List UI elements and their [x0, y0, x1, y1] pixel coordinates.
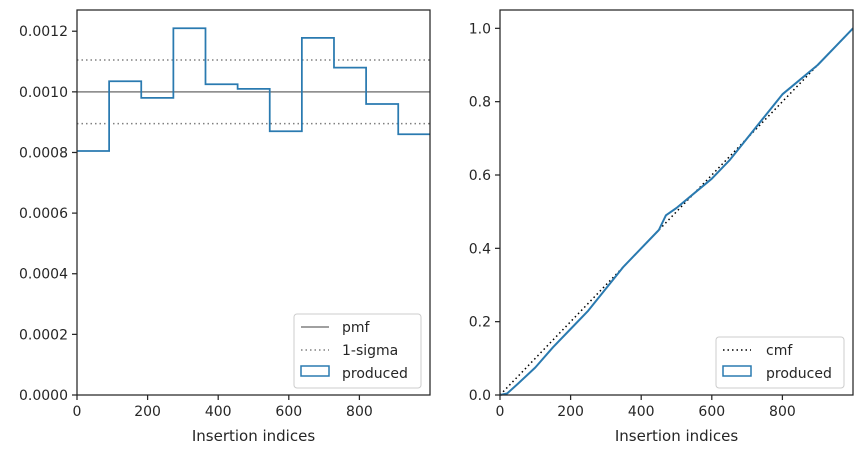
cmf-x-tick-label: 0	[496, 404, 505, 420]
cmf-y-tick-label: 0.2	[469, 315, 491, 331]
legend-label-produced: produced	[766, 366, 832, 382]
cmf-plot-area	[499, 27, 854, 396]
cmf-x-tick-label: 600	[698, 404, 725, 420]
pmf-x-tick-label: 800	[346, 404, 373, 420]
cmf-y-tick-label: 0.4	[469, 241, 491, 257]
cmf-x-tick-label: 200	[557, 404, 584, 420]
produced-histogram-step	[77, 27, 430, 152]
pmf-x-tick-label: 0	[73, 404, 82, 420]
cmf-x-tick-label: 800	[769, 404, 796, 420]
cmf-legend-swatch-produced	[722, 365, 752, 377]
pmf-y-tick-label: 0.0002	[19, 327, 68, 343]
legend-label-cmf: cmf	[766, 343, 793, 359]
legend-label-1-sigma: 1-sigma	[342, 343, 398, 359]
legend-label-produced: produced	[342, 366, 408, 382]
pmf-y-tick-label: 0.0006	[19, 206, 68, 222]
pmf-y-tick-label: 0.0008	[19, 145, 68, 161]
cmf-y-tick-label: 0.8	[469, 95, 491, 111]
cmf-panel: 0 200 400 600 800 0.0 0.2 0.4 0.6 0.8 1.0 Inserti…	[469, 9, 854, 445]
pmf-y-tick-label: 0.0012	[19, 24, 68, 40]
pmf-legend-box	[293, 313, 422, 389]
pmf-y-tick-label: 0.0000	[19, 388, 68, 404]
pmf-axes-frame	[76, 9, 431, 396]
cmf-y-tick-label: 0.6	[469, 168, 491, 184]
pmf-x-tick-label: 600	[275, 404, 302, 420]
cmf-legend: cmf produced	[715, 336, 845, 389]
cmf-y-tick-label: 1.0	[469, 21, 491, 37]
pmf-x-tick-label: 200	[134, 404, 161, 420]
pmf-legend: pmf 1-sigma produced	[293, 313, 422, 389]
cmf-line	[499, 27, 854, 396]
pmf-y-ticks: 0.0000 0.0002 0.0004 0.0006 0.0008 0.0010 0.00…	[19, 24, 77, 404]
pmf-y-tick-label: 0.0010	[19, 85, 68, 101]
cmf-x-ticks: 0 200 400 600 800	[496, 395, 796, 420]
cmf-axes-frame	[499, 9, 854, 396]
legend-label-pmf: pmf	[342, 320, 371, 336]
cmf-x-tick-label: 400	[628, 404, 655, 420]
cmf-y-tick-label: 0.0	[469, 388, 491, 404]
pmf-x-ticks: 0 200 400 600 800	[73, 395, 373, 420]
pmf-histogram-panel: 0 200 400 600 800 0.00000.00020.00040.00060.…	[19, 9, 431, 445]
pmf-x-axis-label: Insertion indices	[192, 427, 315, 445]
pmf-x-tick-label: 400	[205, 404, 232, 420]
produced-cumulative-line	[499, 27, 854, 396]
cmf-y-ticks: 0.0 0.2 0.4 0.6 0.8 1.0	[469, 21, 500, 404]
pmf-plot-area	[77, 27, 430, 152]
cmf-x-axis-label: Insertion indices	[615, 427, 738, 445]
pmf-legend-swatch-produced	[300, 365, 330, 377]
pmf-y-tick-label: 0.0004	[19, 267, 68, 283]
